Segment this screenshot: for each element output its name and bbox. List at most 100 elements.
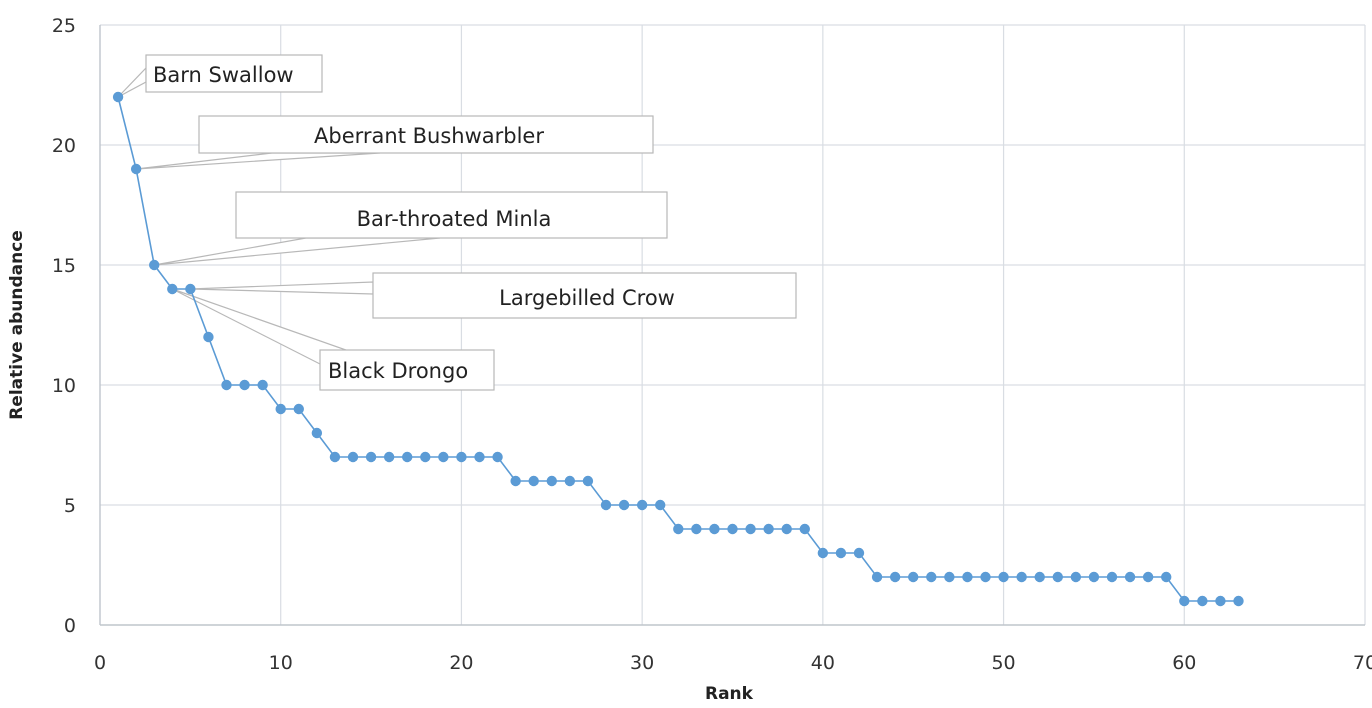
data-point — [221, 379, 232, 391]
callout-leader — [117, 66, 147, 98]
data-point — [239, 379, 250, 391]
data-point — [203, 331, 214, 343]
data-point — [474, 451, 485, 463]
data-point — [1070, 571, 1082, 583]
x-tick-label: 70 — [1353, 652, 1372, 674]
data-point — [402, 451, 413, 463]
callout-box — [235, 191, 668, 239]
callout-label: Bar-throated Minla — [357, 207, 552, 231]
data-point — [1052, 571, 1063, 583]
x-tick-label: 20 — [449, 652, 473, 674]
callout-label: Barn Swallow — [153, 63, 294, 87]
data-point — [1142, 571, 1154, 583]
data-point — [167, 283, 178, 295]
x-tick-label: 60 — [1172, 652, 1196, 674]
data-point — [673, 523, 684, 535]
data-point — [835, 547, 847, 559]
data-points — [112, 91, 1244, 607]
callout: Black Drongo — [319, 349, 495, 391]
y-tick-label: 10 — [52, 375, 76, 397]
x-axis-title: Rank — [705, 684, 754, 704]
callout-leader — [136, 152, 381, 170]
data-point — [998, 571, 1009, 583]
callout: Aberrant Bushwarbler — [198, 115, 654, 154]
data-point — [817, 547, 829, 559]
data-point — [130, 163, 142, 175]
data-point — [980, 571, 991, 583]
data-point — [456, 451, 467, 463]
callout: Barn Swallow — [145, 54, 323, 93]
data-point — [112, 91, 124, 103]
data-point — [492, 451, 503, 463]
data-point — [889, 571, 901, 583]
data-point — [1215, 595, 1226, 607]
data-point — [727, 523, 738, 535]
data-point — [185, 283, 196, 295]
callout-box — [198, 115, 654, 154]
callout-label: Black Drongo — [328, 359, 468, 383]
x-tick-label: 50 — [991, 652, 1015, 674]
data-point — [275, 403, 286, 415]
data-point — [1197, 595, 1208, 607]
data-point — [1233, 595, 1244, 607]
y-tick-label: 20 — [52, 135, 76, 157]
data-point — [420, 451, 431, 463]
gridlines — [100, 24, 1366, 625]
data-point — [149, 259, 160, 271]
x-tick-label: 40 — [811, 652, 835, 674]
y-tick-label: 5 — [64, 495, 76, 517]
data-point — [781, 523, 792, 535]
data-point — [908, 571, 919, 583]
data-point — [257, 379, 268, 391]
data-point — [1179, 595, 1190, 607]
data-point — [655, 499, 666, 511]
callouts: Barn Swallow Aberrant Bushwarbler Bar-thro… — [145, 54, 797, 391]
data-point — [1161, 571, 1172, 583]
callout-box — [372, 272, 797, 319]
data-point — [926, 571, 937, 583]
y-axis-title: Relative abundance — [7, 230, 27, 420]
data-point — [1034, 571, 1045, 583]
data-point — [528, 475, 539, 487]
data-point — [871, 571, 883, 583]
data-point — [383, 451, 395, 463]
x-tick-label: 30 — [630, 652, 654, 674]
y-tick-label: 0 — [64, 615, 76, 637]
data-point — [1016, 571, 1027, 583]
data-point — [745, 523, 756, 535]
data-point — [1124, 571, 1136, 583]
x-tick-labels: 0 10 20 30 40 50 60 70 — [94, 652, 1372, 674]
data-point — [636, 499, 648, 511]
data-point — [582, 475, 594, 487]
data-point — [564, 475, 576, 487]
data-point — [600, 499, 612, 511]
data-point — [347, 451, 359, 463]
data-point — [365, 451, 377, 463]
y-tick-labels: 0 5 10 15 20 25 — [52, 15, 76, 637]
data-point — [1106, 571, 1118, 583]
callout-label: Largebilled Crow — [499, 286, 675, 310]
data-point — [618, 499, 630, 511]
data-point — [799, 523, 810, 535]
y-tick-label: 15 — [52, 255, 76, 277]
data-point — [293, 403, 304, 415]
data-point — [763, 523, 774, 535]
axes — [99, 25, 1365, 626]
data-point — [438, 451, 449, 463]
data-point — [853, 547, 865, 559]
data-point — [944, 571, 955, 583]
callout-box — [319, 349, 495, 391]
data-point — [1088, 571, 1100, 583]
x-tick-label: 10 — [269, 652, 293, 674]
data-point — [510, 475, 521, 487]
callout-leader — [190, 281, 374, 295]
callout: Bar-throated Minla — [235, 191, 668, 239]
data-point — [311, 427, 323, 439]
callout-box — [145, 54, 323, 93]
data-point — [709, 523, 720, 535]
callout: Largebilled Crow — [372, 272, 797, 319]
callout-label: Aberrant Bushwarbler — [314, 124, 544, 148]
callout-leader — [154, 237, 441, 266]
data-point — [546, 475, 557, 487]
